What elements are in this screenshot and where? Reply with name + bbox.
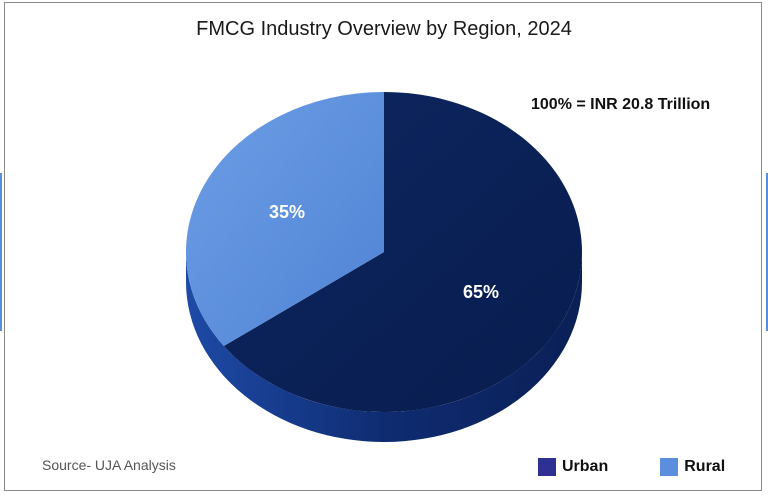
pie-slice-rural	[186, 92, 384, 347]
chart-title: FMCG Industry Overview by Region, 2024	[196, 18, 572, 40]
source-note: Source- UJA Analysis	[42, 457, 176, 473]
legend-item-urban: Urban	[538, 458, 608, 476]
legend-item-rural: Rural	[660, 458, 725, 476]
legend: Urban Rural	[538, 458, 725, 476]
slice-label-urban: 65%	[463, 282, 499, 302]
legend-label-rural: Rural	[684, 458, 726, 475]
pie-slice-urban	[223, 92, 582, 412]
slice-label-rural: 35%	[269, 202, 305, 222]
legend-swatch-urban	[538, 458, 556, 476]
legend-swatch-rural	[660, 458, 679, 476]
left-edge-marker	[0, 173, 2, 331]
legend-label-urban: Urban	[562, 458, 609, 475]
pie-side-wall	[186, 252, 582, 442]
right-edge-marker	[766, 173, 768, 331]
total-annotation: 100% = INR 20.8 Trillion	[531, 96, 711, 113]
